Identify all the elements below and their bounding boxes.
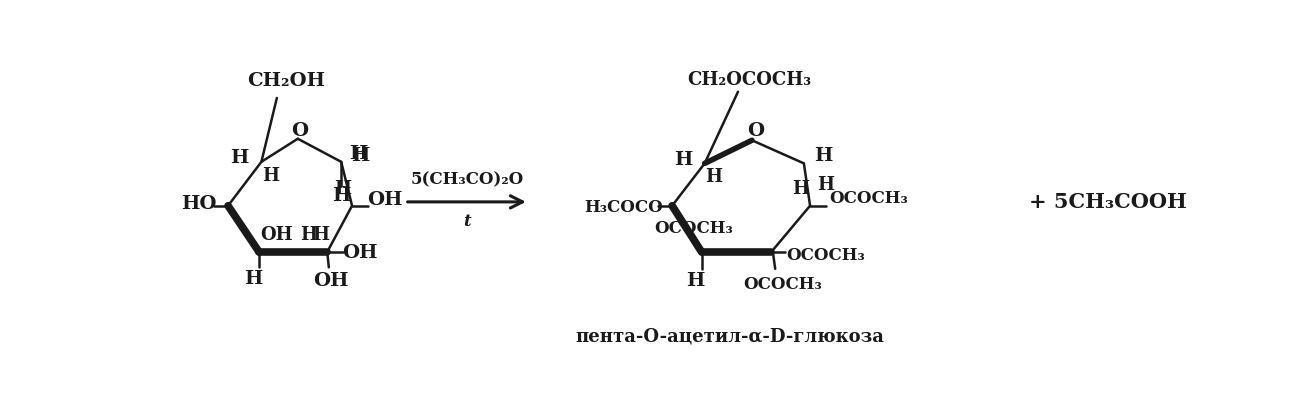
Text: OH: OH xyxy=(342,245,378,263)
Text: OCOCH₃: OCOCH₃ xyxy=(654,220,733,237)
Text: H: H xyxy=(674,150,692,168)
Text: H: H xyxy=(313,226,329,244)
Text: H: H xyxy=(243,270,262,288)
Text: H: H xyxy=(230,149,249,167)
Text: H: H xyxy=(332,188,350,205)
Text: O: O xyxy=(291,122,308,140)
Text: HO: HO xyxy=(180,195,216,213)
Text: H: H xyxy=(792,180,809,198)
Text: + 5CH₃COOH: + 5CH₃COOH xyxy=(1029,192,1187,212)
Text: CH₂OCOCH₃: CH₂OCOCH₃ xyxy=(687,71,812,89)
Text: OH: OH xyxy=(313,272,349,290)
Text: H: H xyxy=(817,176,834,194)
Text: пента-O-ацетил-α-D-глюкоза: пента-O-ацетил-α-D-глюкоза xyxy=(576,328,884,346)
Text: H: H xyxy=(262,167,279,185)
Text: H: H xyxy=(686,272,704,290)
Text: t: t xyxy=(463,213,471,230)
Text: H: H xyxy=(349,145,367,163)
Text: H: H xyxy=(705,168,722,186)
Text: 5(CH₃CO)₂O: 5(CH₃CO)₂O xyxy=(411,172,524,189)
Text: H: H xyxy=(351,147,370,165)
Text: OH: OH xyxy=(259,226,292,244)
Text: OH: OH xyxy=(367,191,403,209)
Text: O: O xyxy=(747,122,765,140)
Text: OCOCH₃: OCOCH₃ xyxy=(786,247,865,264)
Text: OCOCH₃: OCOCH₃ xyxy=(829,190,908,207)
Text: H: H xyxy=(334,180,351,198)
Text: H: H xyxy=(815,147,833,165)
Text: OCOCH₃: OCOCH₃ xyxy=(744,276,822,293)
Text: CH₂OH: CH₂OH xyxy=(247,72,325,90)
Text: H: H xyxy=(300,226,317,244)
Text: H₃COCO: H₃COCO xyxy=(584,199,663,216)
